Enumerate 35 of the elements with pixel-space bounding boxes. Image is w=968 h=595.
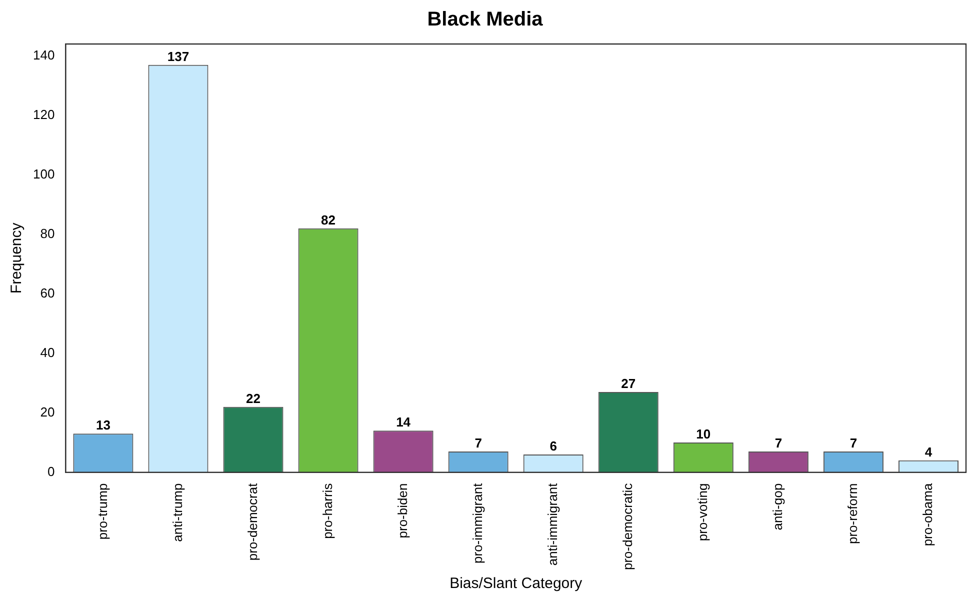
data-label: 13 [96, 418, 110, 433]
data-label: 7 [474, 436, 482, 451]
chart-title: Black Media [427, 8, 544, 31]
y-tick-label: 20 [40, 404, 55, 420]
x-tick-label: anti-trump [170, 483, 185, 542]
data-label: 137 [167, 48, 190, 64]
x-tick-label: pro-voting [694, 483, 710, 542]
y-tick-label: 120 [32, 106, 55, 122]
data-label: 4 [924, 444, 933, 460]
data-label: 10 [696, 426, 711, 442]
x-tick-label: pro-reform [845, 483, 860, 544]
y-tick-label: 0 [47, 464, 55, 479]
data-label: 7 [774, 436, 782, 451]
y-tick-label: 140 [32, 47, 55, 62]
x-tick-label: pro-democrat [244, 482, 260, 561]
y-axis-title: Frequency [8, 222, 26, 294]
x-tick-label: pro-obama [920, 482, 936, 546]
y-tick-label: 40 [40, 344, 55, 360]
x-axis-title: Bias/Slant Category [450, 575, 583, 592]
data-label: 82 [321, 212, 336, 228]
data-label: 14 [396, 414, 412, 430]
x-tick-label: pro-harris [320, 482, 335, 539]
y-tick-label: 100 [32, 166, 55, 182]
x-tick-label: anti-immigrant [544, 482, 560, 566]
x-tick-label: pro-democratic [620, 482, 635, 570]
x-tick-label: anti-gop [770, 483, 786, 530]
y-tick-label: 60 [40, 285, 55, 300]
y-tick-label: 80 [40, 226, 55, 241]
x-tick-label: pro-trump [94, 483, 110, 540]
x-tick-label: pro-biden [394, 483, 410, 538]
data-label: 27 [621, 376, 636, 392]
x-tick-label: pro-immigrant [470, 482, 485, 564]
data-label: 6 [550, 438, 557, 454]
data-label: 7 [850, 436, 858, 451]
data-label: 22 [246, 390, 260, 406]
